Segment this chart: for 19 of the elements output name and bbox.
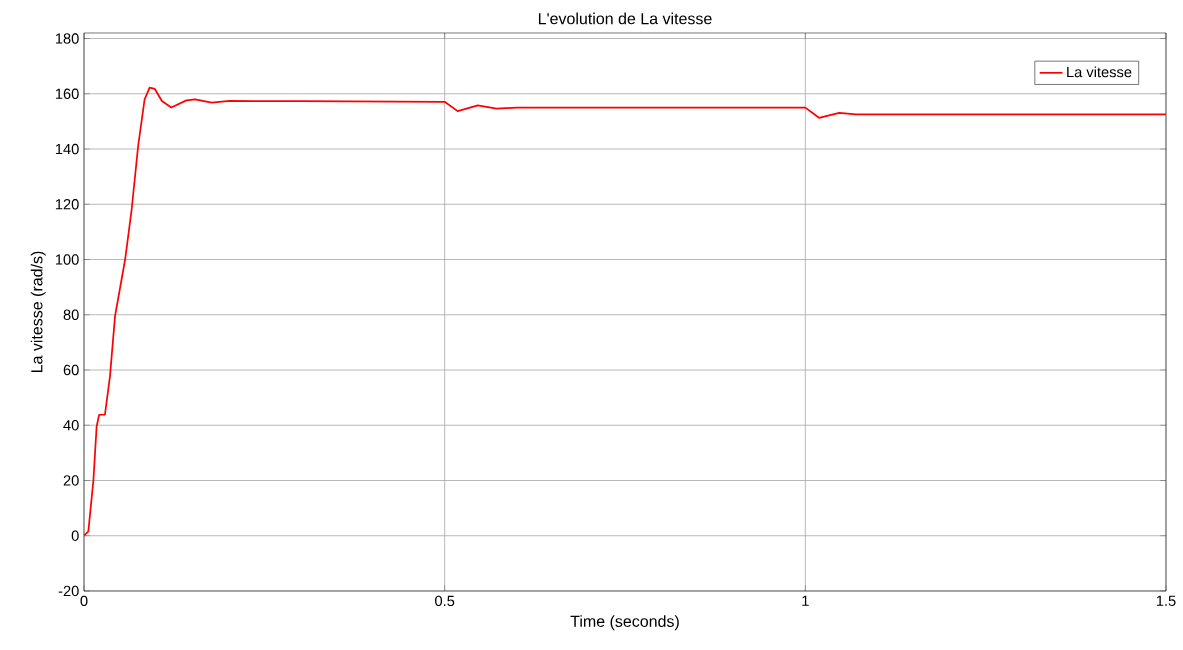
y-tick-label: 180 bbox=[55, 33, 79, 44]
x-axis-title: Time (seconds) bbox=[570, 615, 679, 631]
x-tick-label: 0.5 bbox=[435, 595, 455, 607]
y-tick-label: 100 bbox=[55, 254, 79, 265]
x-tick-label: 1 bbox=[802, 595, 809, 606]
y-tick-label: -20 bbox=[58, 585, 79, 597]
y-tick-label: 160 bbox=[55, 88, 79, 99]
x-tick-label: 1.5 bbox=[1156, 595, 1176, 606]
y-tick-label: 20 bbox=[63, 475, 79, 486]
y-axis-title: La vitesse (rad/s) bbox=[30, 251, 46, 373]
y-tick-label: 120 bbox=[55, 199, 79, 210]
chart-title: L'evolution de La vitesse bbox=[538, 12, 712, 25]
legend-label: La vitesse bbox=[1067, 66, 1132, 78]
y-tick-label: 140 bbox=[55, 143, 79, 155]
y-tick-label: 40 bbox=[63, 420, 79, 431]
y-tick-label: 60 bbox=[63, 364, 79, 376]
y-tick-label: 0 bbox=[71, 530, 79, 541]
x-tick-label: 0 bbox=[80, 595, 88, 607]
y-tick-label: 80 bbox=[63, 309, 79, 320]
